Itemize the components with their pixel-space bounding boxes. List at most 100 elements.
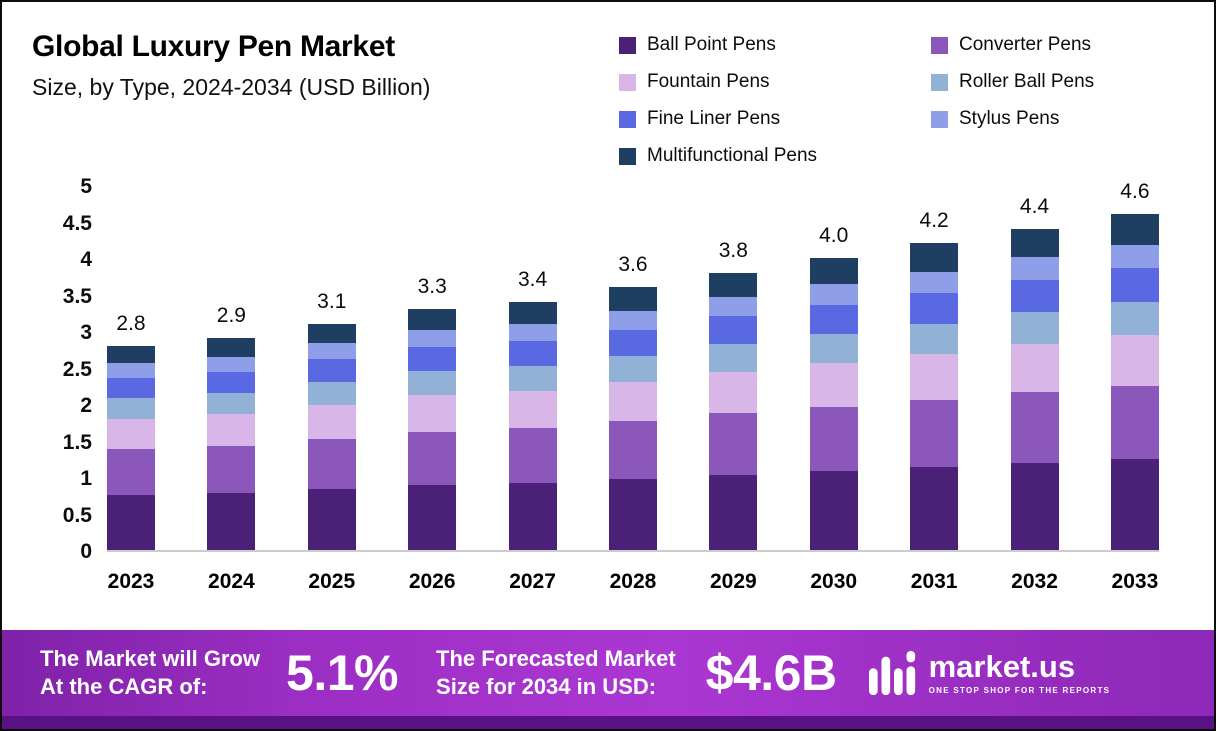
bar-segment [1010,312,1059,345]
bar-group: 4.6 2033 [1110,180,1159,593]
bar-segment [307,359,356,383]
stacked-bar [809,258,858,550]
bar-segment [1110,385,1159,460]
bar-total-label: 4.4 [1019,194,1050,218]
bar-total-label: 4.0 [819,224,849,247]
x-axis-label: 2028 [609,570,657,593]
brand-name: market.us [928,649,1076,684]
bar-segment [307,404,356,439]
y-axis: 0 0.5 1 1.5 2 2.5 3 3.5 4 4.5 5 [30,175,92,563]
bar-segment [307,488,356,550]
bar-group: 3.4 2027 [508,187,557,593]
brand-tagline: ONE STOP SHOP FOR THE REPORTS [928,686,1111,695]
cagr-value: 5.1% [286,645,399,701]
bar-segment [910,271,959,294]
x-axis-label: 2033 [1111,570,1159,593]
bar-segment [307,439,356,489]
x-axis-label: 2030 [810,570,858,593]
bar-total-label: 4.6 [1120,180,1150,204]
forecast-value: $4.6B [705,645,837,701]
bar-segment [809,333,858,364]
bar-segment [910,293,959,324]
legend-label: Multifunctional Pens [647,145,818,166]
bar-segment [207,357,256,372]
bar-segment [1010,392,1059,464]
bar-segment [1010,257,1059,280]
stacked-bar [1010,228,1059,550]
bar-segment [709,296,758,317]
x-axis-label: 2024 [208,570,255,593]
legend-swatch-icon [619,110,636,128]
bar-segment [709,272,758,297]
page-title: Global Luxury Pen Market [32,30,395,63]
bar-segment [709,344,758,372]
x-axis-label: 2032 [1011,570,1058,593]
bar-segment [608,287,657,312]
y-axis-tick: 1.5 [62,430,92,454]
bar-total-label: 4.2 [919,209,949,233]
bar-segment [1110,268,1159,302]
bar-segment [608,479,657,550]
bar-segment [608,311,657,330]
bar-segment [508,482,557,550]
bar-segment [1110,244,1159,269]
bar-segment [207,493,256,550]
bar-group: 3.1 2025 [307,187,356,593]
y-axis-tick: 0 [80,540,92,563]
y-axis-tick: 4 [80,248,92,271]
bar-segment [207,414,256,447]
forecast-label-line1: The Forecasted Market [436,646,676,672]
legend-label: Fine Liner Pens [647,108,781,129]
bar-segment [809,258,858,285]
bar-segment [809,304,858,334]
stacked-bar [307,323,356,550]
bar-segment [709,474,758,550]
x-axis-label: 2025 [308,570,356,593]
marketus-logo-icon [868,650,915,696]
legend-label: Converter Pens [959,34,1092,55]
y-axis-tick: 4.5 [62,211,92,235]
bar-segment [207,393,256,415]
bar-segment [408,330,457,348]
bar-segment [508,428,557,483]
bar-total-label: 2.9 [216,304,246,328]
stacked-bar [508,301,557,550]
bar-segment [508,341,557,367]
stacked-bar [408,309,457,550]
bar-total-label: 3.6 [618,253,648,277]
bar-segment [608,421,657,480]
bar-segment [307,343,356,360]
forecast-label-line2: Size for 2034 in USD: [436,674,657,699]
bar-total-label: 3.3 [417,275,447,299]
bar-segment [1010,279,1059,313]
bar-segment [508,366,557,391]
bar-group: 3.3 2026 [408,187,457,593]
bar-segment [1010,228,1059,258]
bar-segment [809,406,858,472]
cagr-label-line1: The Market will Grow [40,646,261,672]
bar-segment [910,243,959,272]
legend-item: Stylus Pens [931,108,1094,130]
bar-segment [608,329,657,356]
stacked-bar [107,345,155,550]
page-subtitle: Size, by Type, 2024-2034 (USD Billion) [32,74,431,100]
stacked-bar [1110,214,1159,550]
legend-label: Roller Ball Pens [959,71,1095,92]
bar-segment [107,418,155,450]
bar-segment [1110,459,1159,550]
stacked-bar [910,243,959,550]
bar-segment [408,395,457,432]
bar-segment [207,446,256,493]
y-axis-tick: 0.5 [62,503,92,527]
x-axis-label: 2023 [107,570,155,593]
brand: market.us ONE STOP SHOP FOR THE REPORTS [868,649,1111,696]
bar-segment [307,382,356,405]
bar-segment [408,371,457,396]
y-axis-tick: 3 [80,321,92,344]
bar-segment [408,431,457,485]
legend-item: Roller Ball Pens [931,71,1094,93]
bar-total-label: 3.8 [718,238,748,262]
bar-segment [1110,335,1159,386]
bar-segment [408,347,457,372]
